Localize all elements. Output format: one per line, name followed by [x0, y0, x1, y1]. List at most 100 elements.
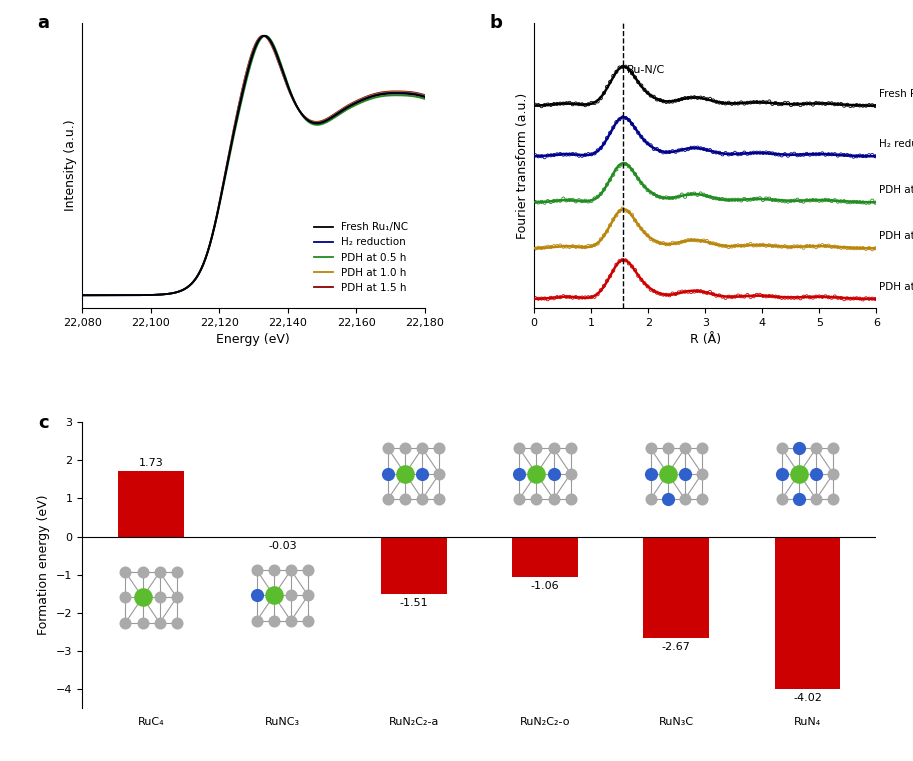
Point — [628, 264, 643, 276]
Point — [690, 92, 705, 104]
Point — [591, 191, 605, 203]
Point — [827, 291, 842, 303]
Point — [697, 234, 711, 247]
Point — [547, 195, 561, 207]
Y-axis label: Intensity (a.u.): Intensity (a.u.) — [64, 119, 77, 212]
Point — [415, 467, 429, 480]
Point — [628, 72, 643, 84]
Point — [862, 242, 876, 254]
Point — [538, 196, 552, 209]
Point — [862, 196, 876, 209]
Point — [812, 195, 826, 207]
Point — [530, 467, 544, 480]
Point — [550, 195, 564, 207]
Bar — [512, 537, 578, 577]
Point — [662, 238, 677, 250]
Point — [653, 145, 667, 157]
Point — [730, 193, 745, 205]
Point — [690, 189, 705, 201]
Point — [659, 238, 674, 250]
Point — [800, 240, 814, 252]
Point — [765, 148, 780, 160]
Point — [666, 192, 680, 204]
Point — [624, 67, 639, 79]
Point — [812, 148, 826, 161]
Point — [609, 259, 624, 271]
Point — [587, 291, 602, 303]
Point — [812, 97, 826, 110]
Point — [152, 591, 167, 603]
Point — [803, 240, 817, 252]
Point — [796, 291, 811, 303]
Point — [538, 151, 552, 164]
Point — [534, 242, 549, 254]
Point — [135, 616, 150, 629]
Point — [681, 234, 696, 247]
Point — [715, 97, 729, 109]
Point — [756, 96, 771, 108]
Point — [815, 291, 830, 303]
Point — [538, 99, 552, 111]
Point — [774, 98, 789, 110]
Point — [650, 190, 665, 202]
Point — [821, 240, 835, 252]
Point — [540, 149, 555, 161]
Point — [681, 188, 696, 200]
Point — [721, 97, 736, 109]
Point — [752, 147, 767, 159]
Point — [565, 98, 580, 110]
Point — [790, 240, 804, 253]
Point — [809, 97, 824, 109]
Point — [152, 616, 167, 629]
Point — [687, 285, 702, 298]
Point — [606, 70, 621, 82]
H₂ reduction — [258, 31, 269, 40]
Point — [267, 590, 281, 602]
Point — [677, 144, 692, 156]
Point — [855, 196, 870, 209]
Point — [774, 442, 789, 454]
Point — [699, 93, 714, 105]
Point — [719, 97, 733, 110]
Point — [824, 291, 839, 304]
Point — [650, 94, 665, 106]
Point — [695, 442, 709, 454]
Point — [787, 195, 802, 207]
Point — [584, 97, 599, 109]
Point — [824, 195, 839, 207]
Fresh Ru₁/NC — [372, 91, 383, 100]
Point — [768, 97, 782, 109]
Point — [135, 591, 150, 603]
Point — [805, 98, 820, 110]
Point — [796, 196, 811, 208]
Point — [300, 590, 315, 602]
Point — [284, 590, 299, 602]
Point — [862, 293, 876, 305]
Point — [858, 150, 873, 162]
Point — [846, 196, 861, 208]
Point — [793, 240, 808, 253]
PDH at 0.5 h — [276, 61, 287, 70]
Point — [530, 442, 544, 454]
Point — [809, 442, 824, 454]
Fresh Ru₁/NC — [258, 31, 269, 40]
Line: PDH at 1.0 h: PDH at 1.0 h — [82, 36, 425, 295]
Point — [703, 286, 718, 298]
Point — [740, 289, 755, 301]
Point — [690, 285, 705, 297]
Point — [719, 291, 733, 304]
Point — [831, 149, 845, 161]
Point — [837, 100, 852, 112]
Point — [600, 225, 614, 237]
Point — [792, 493, 806, 505]
Point — [805, 194, 820, 206]
Point — [815, 97, 830, 110]
Point — [563, 493, 578, 505]
Point — [591, 145, 605, 157]
Point — [712, 289, 727, 301]
Point — [677, 191, 692, 203]
Point — [618, 112, 633, 124]
Point — [803, 148, 817, 161]
Point — [715, 240, 729, 252]
Point — [734, 148, 749, 160]
